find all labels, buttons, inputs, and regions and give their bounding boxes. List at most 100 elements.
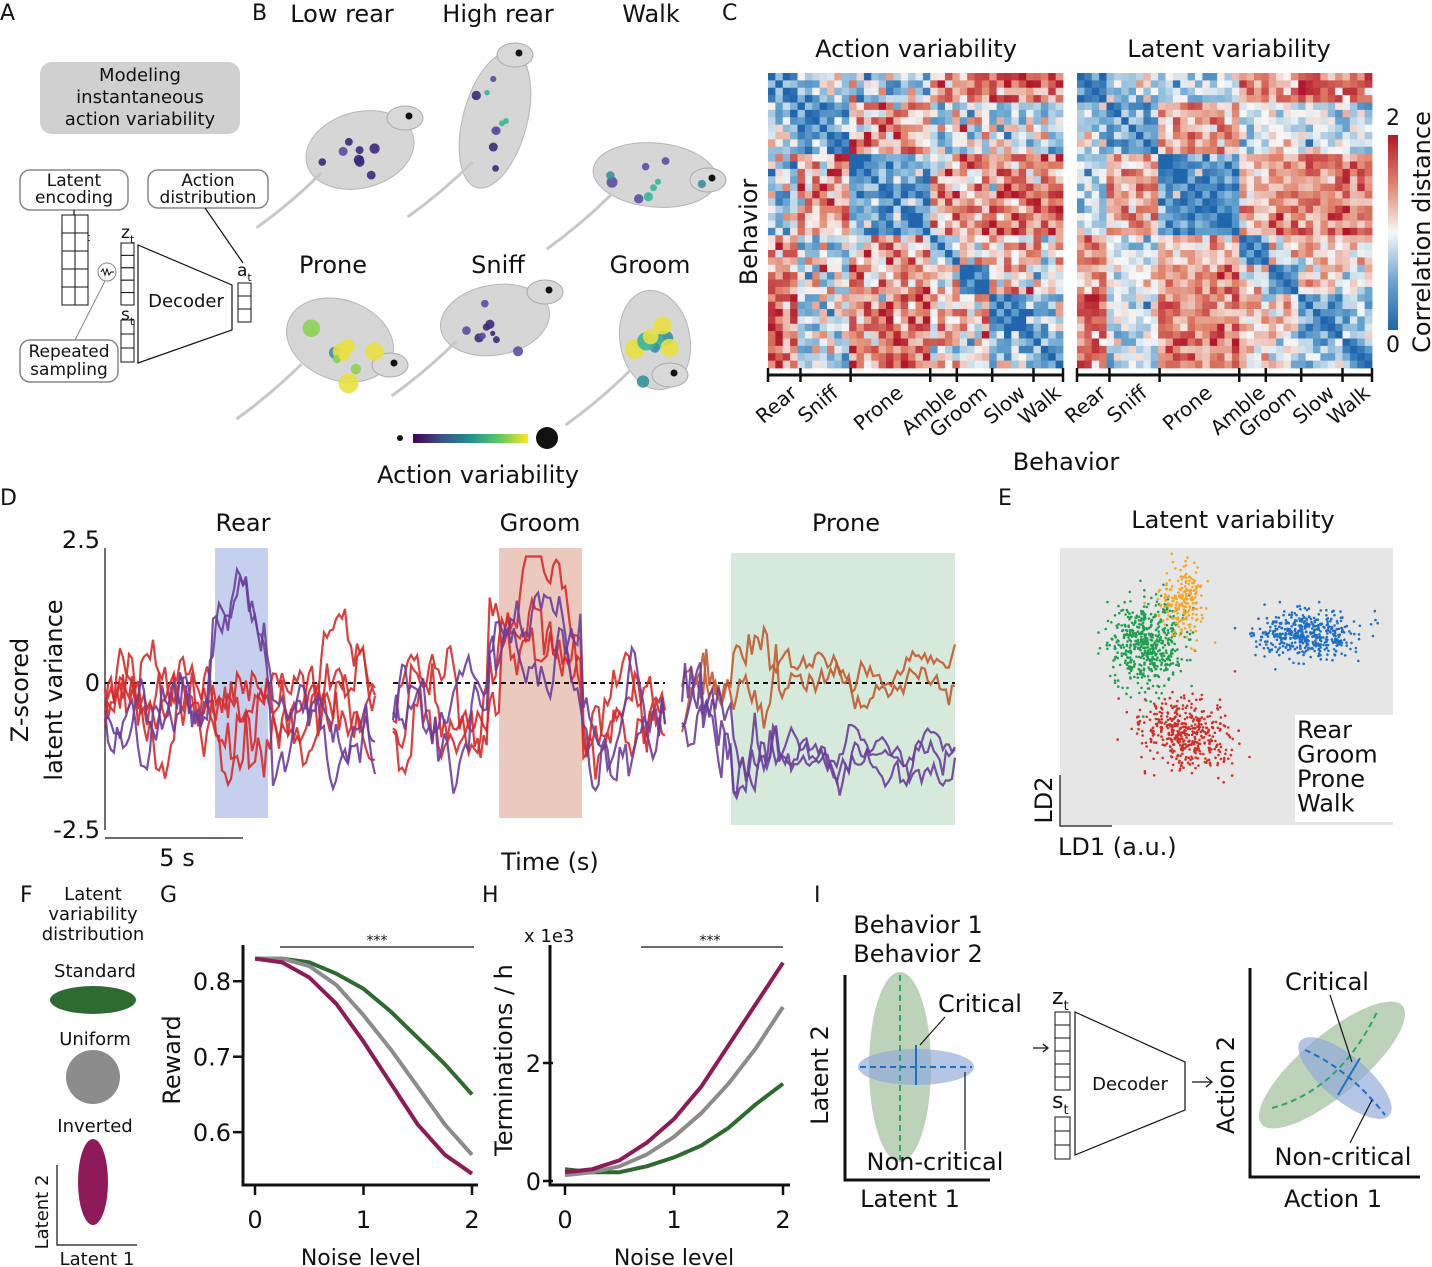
heatmap-cell: [908, 235, 916, 244]
heatmap-cell: [1364, 331, 1373, 339]
heatmap-cell: [1364, 227, 1373, 236]
heatmap-cell: [775, 73, 784, 81]
heatmap-cell: [1290, 132, 1299, 140]
scatter-point: [1105, 644, 1109, 647]
heatmap-cell: [827, 73, 835, 81]
heatmap-cell: [1320, 73, 1329, 81]
scatter-point: [1199, 606, 1203, 609]
heatmap-cell: [1254, 191, 1262, 199]
heatmap-cell: [1254, 73, 1262, 81]
heatmap-cell: [1313, 309, 1321, 317]
heatmap-cell: [1055, 73, 1064, 81]
heatmap-cell: [1099, 161, 1107, 170]
heatmap-cell: [1158, 73, 1166, 81]
scatter-point: [1130, 667, 1134, 670]
heatmap-cell: [1202, 139, 1211, 148]
scatter-point: [1097, 631, 1100, 634]
heatmap-cell: [908, 294, 916, 303]
heatmap-cell: [1128, 198, 1137, 207]
heatmap-cell: [804, 87, 813, 96]
heatmap-cell: [1239, 132, 1248, 140]
y-tick-label: 0: [85, 669, 100, 697]
heatmap-cell: [1055, 198, 1064, 207]
heatmap-cell: [1335, 205, 1343, 214]
heatmap-cell: [775, 316, 784, 325]
heatmap-cell: [804, 323, 813, 332]
heatmap-cell: [1172, 183, 1181, 192]
heatmap-cell: [827, 279, 835, 288]
heatmap-cell: [1033, 73, 1042, 81]
heatmap-cell: [974, 331, 983, 339]
heatmap-cell: [804, 183, 813, 192]
heatmap-cell: [1349, 124, 1358, 133]
heatmap-cell: [1195, 264, 1203, 273]
heatmap-cell: [1320, 294, 1329, 303]
heatmap-cell: [1357, 73, 1366, 81]
heatmap-cell: [915, 301, 924, 310]
heatmap-cell: [768, 117, 776, 126]
heatmap-cell: [1268, 242, 1277, 251]
scatter-point: [1168, 696, 1172, 700]
heatmap-cell: [886, 242, 894, 251]
heatmap-cell: [922, 360, 931, 369]
heatmap-cell: [1128, 301, 1137, 310]
heatmap-cell: [952, 353, 961, 362]
heatmap-cell: [1298, 220, 1307, 229]
heatmap-cell: [1136, 250, 1144, 258]
heatmap-cell: [1172, 294, 1181, 303]
action-variability-heatmap: [768, 73, 1064, 369]
heatmap-cell: [790, 257, 798, 266]
scatter-point: [1284, 622, 1288, 625]
heatmap-cell: [1276, 345, 1284, 354]
heatmap-cell: [1180, 139, 1189, 148]
heatmap-cell: [1349, 250, 1358, 258]
heatmap-cell: [1239, 323, 1248, 332]
scatter-point: [1307, 607, 1311, 610]
heatmap-cell: [834, 220, 843, 229]
scatter-point: [1157, 590, 1161, 593]
heatmap-cell: [967, 161, 975, 170]
heatmap-cell: [1202, 323, 1211, 332]
heatmap-cell: [1077, 109, 1085, 118]
scatter-point: [1179, 696, 1183, 699]
scatter-point: [1298, 604, 1301, 608]
heatmap-cell: [930, 331, 939, 339]
heatmap-cell: [893, 301, 902, 310]
heatmap-cell: [1209, 257, 1218, 266]
heatmap-cell: [1004, 117, 1012, 126]
heatmap-cell: [1202, 95, 1211, 103]
heatmap-cell: [886, 95, 894, 103]
heatmap-cell: [1239, 264, 1248, 273]
scatter-point: [1126, 686, 1129, 690]
scatter-point: [1122, 652, 1126, 656]
heatmap-cell: [863, 279, 872, 288]
heatmap-cell: [915, 286, 924, 295]
heatmap-cell: [886, 294, 894, 303]
heatmap-cell: [1313, 235, 1321, 244]
scatter-point: [1143, 595, 1146, 598]
scatter-point: [1175, 713, 1179, 716]
scatter-point: [1205, 726, 1209, 730]
heatmap-cell: [1172, 220, 1181, 229]
scatter-point: [1340, 630, 1344, 634]
heatmap-cell: [1084, 235, 1093, 244]
heatmap-cell: [915, 316, 924, 325]
heatmap-cell: [1320, 323, 1329, 332]
heatmap-cell: [1239, 213, 1248, 221]
heatmap-cell: [886, 286, 894, 295]
heatmap-cell: [1091, 117, 1100, 126]
heatmap-cell: [1011, 183, 1020, 192]
heatmap-cell: [996, 353, 1005, 362]
heatmap-cell: [886, 161, 894, 170]
heatmap-cell: [782, 183, 791, 192]
rat-head: [651, 362, 689, 388]
heatmap-cell: [1150, 294, 1159, 303]
heatmap-cell: [1136, 205, 1144, 214]
heatmap-cell: [1055, 338, 1064, 347]
heatmap-cell: [841, 272, 850, 280]
scatter-point: [1129, 696, 1133, 699]
heatmap-cell: [959, 309, 968, 317]
heatmap-cell: [1099, 109, 1107, 118]
scatter-point: [1156, 656, 1159, 659]
heatmap-cell: [1298, 205, 1307, 214]
